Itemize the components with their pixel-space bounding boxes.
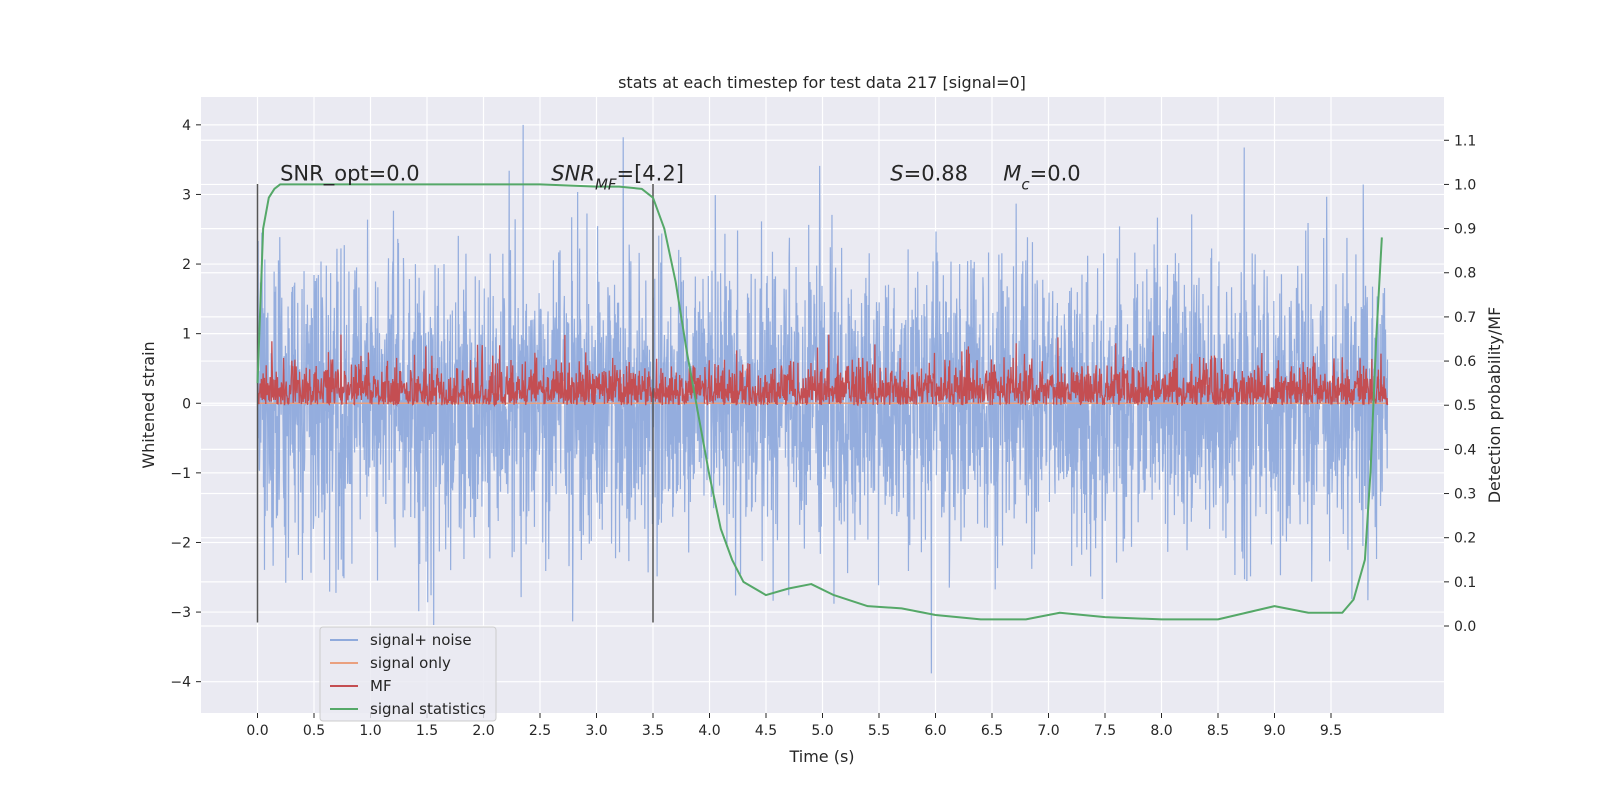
y-right-tick-label: 0.9 xyxy=(1454,222,1476,238)
y-right-tick-label: 0.4 xyxy=(1454,442,1476,458)
x-axis-label: Time (s) xyxy=(788,747,854,766)
y-left-tick-label: −3 xyxy=(170,605,191,621)
legend-label-signal-statistics: signal statistics xyxy=(370,700,486,718)
annotation-snr-mf: SNRMF=[4.2] xyxy=(551,162,684,194)
x-tick-label: 6.0 xyxy=(924,723,946,739)
legend-label-signal-noise: signal+ noise xyxy=(370,631,472,649)
x-tick-label: 1.0 xyxy=(359,723,381,739)
annotation-s-value: S=0.88 xyxy=(890,162,968,186)
x-tick-label: 7.0 xyxy=(1037,723,1059,739)
x-tick-label: 3.0 xyxy=(585,723,607,739)
y-right-tick-label: 0.8 xyxy=(1454,266,1476,282)
y-right-tick-label: 0.5 xyxy=(1454,398,1476,414)
x-tick-label: 1.5 xyxy=(416,723,438,739)
x-tick-label: 4.5 xyxy=(755,723,777,739)
legend-label-mf: MF xyxy=(370,677,392,695)
x-tick-label: 7.5 xyxy=(1094,723,1116,739)
annotation-mc-value: Mc=0.0 xyxy=(1003,162,1080,194)
y-right-tick-label: 0.3 xyxy=(1454,487,1476,503)
y-left-tick-label: −1 xyxy=(170,466,191,482)
x-tick-label: 9.5 xyxy=(1320,723,1342,739)
y-right-tick-label: 0.1 xyxy=(1454,575,1476,591)
y-axis-right-label: Detection probability/MF xyxy=(1485,307,1504,504)
x-tick-label: 0.5 xyxy=(303,723,325,739)
x-tick-label: 0.0 xyxy=(246,723,268,739)
y-left-tick-label: 4 xyxy=(182,118,191,134)
y-left-tick-label: 2 xyxy=(182,257,191,273)
x-tick-label: 8.5 xyxy=(1207,723,1229,739)
y-left-tick-label: 1 xyxy=(182,327,191,343)
y-right-tick-label: 0.2 xyxy=(1454,531,1476,547)
y-left-tick-label: 3 xyxy=(182,187,191,203)
ticks-layer: 0.0 0.5 1.0 1.5 2.0 2.5 3.0 3.5 4.0 4.5 5.0 5.5 6.0 6… xyxy=(170,118,1476,739)
x-tick-label: 5.0 xyxy=(811,723,833,739)
y-right-tick-label: 0.7 xyxy=(1454,310,1476,326)
y-right-tick-label: 1.1 xyxy=(1454,133,1476,149)
y-left-tick-label: 0 xyxy=(182,396,191,412)
y-left-tick-label: −4 xyxy=(170,675,191,691)
y-right-tick-label: 0.6 xyxy=(1454,354,1476,370)
legend-label-signal-only: signal only xyxy=(370,654,451,672)
annotation-snr-opt: SNR_opt=0.0 xyxy=(280,162,420,187)
series-mf-line xyxy=(256,334,1389,408)
x-tick-label: 2.5 xyxy=(529,723,551,739)
x-tick-label: 8.0 xyxy=(1150,723,1172,739)
series-signal-statistics-line xyxy=(256,183,1383,621)
x-tick-label: 2.0 xyxy=(472,723,494,739)
y-right-tick-label: 0.0 xyxy=(1454,619,1476,635)
legend-frame xyxy=(319,626,497,722)
x-tick-label: 9.0 xyxy=(1263,723,1285,739)
y-right-tick-label: 1.0 xyxy=(1454,177,1476,193)
annotation-layer: SNR_opt=0.0 SNRMF=[4.2] S=0.88 Mc=0.0 xyxy=(280,162,1081,194)
x-tick-label: 5.5 xyxy=(868,723,890,739)
data-layer xyxy=(256,124,1389,674)
y-axis-left-label: Whitened strain xyxy=(139,341,158,468)
y-left-tick-label: −2 xyxy=(170,535,191,551)
chart-title: stats at each timestep for test data 217… xyxy=(618,73,1026,92)
x-tick-label: 4.0 xyxy=(698,723,720,739)
x-tick-label: 6.5 xyxy=(981,723,1003,739)
x-tick-label: 3.5 xyxy=(642,723,664,739)
legend: signal+ noise signal only MF signal stat… xyxy=(319,626,497,722)
